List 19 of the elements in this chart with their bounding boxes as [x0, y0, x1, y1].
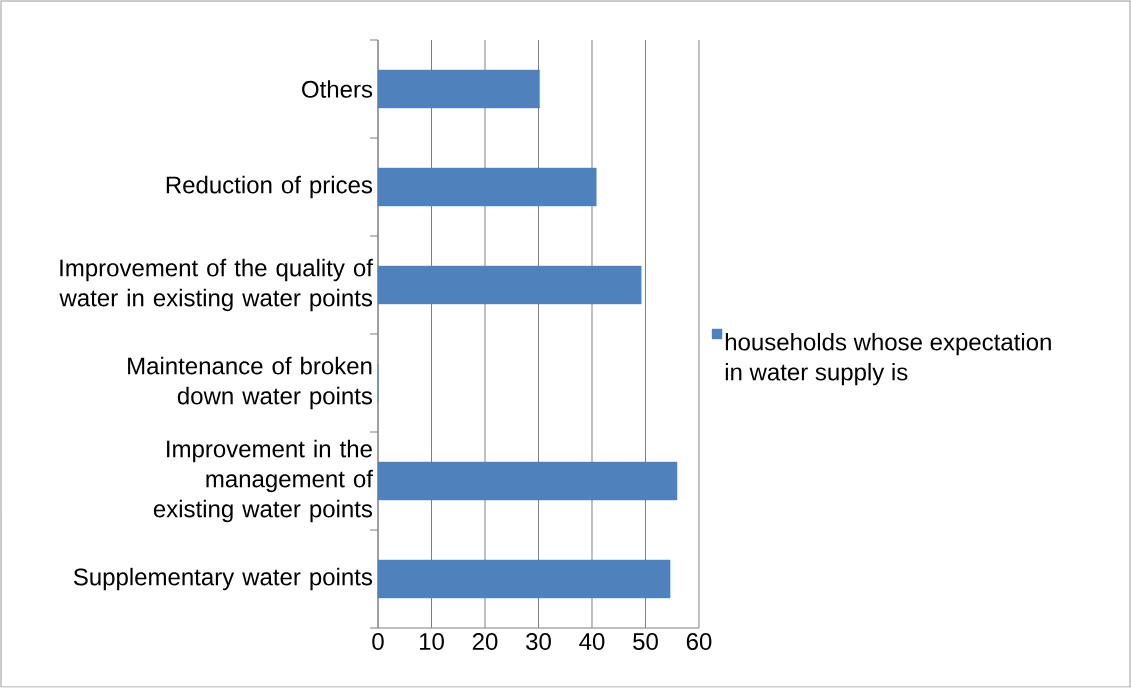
x-tick-label: 0 [372, 633, 384, 651]
x-tick-label: 10 [419, 633, 444, 651]
x-tick-label: 40 [579, 633, 605, 651]
legend-label: households whose expectation in water supply is [725, 332, 1051, 386]
y-tick-label: Others [302, 80, 373, 98]
bar [377, 69, 540, 109]
x-tick-label: 30 [526, 633, 551, 651]
x-tick-label: 20 [472, 633, 498, 651]
bar [377, 461, 678, 501]
y-tick-label: Supplementary water points [73, 567, 373, 591]
bar [377, 167, 597, 207]
y-tick-label: Maintenance of broken down water points [128, 356, 373, 410]
y-tick-label: Improvement in the management of existing water points [153, 439, 373, 523]
y-tick-label: Reduction of prices [166, 175, 373, 199]
x-tick-label: 60 [686, 633, 712, 651]
x-tick-label: 50 [633, 633, 658, 651]
bar [377, 265, 642, 305]
y-tick-label: Improvement of the quality of water in existing water points [59, 258, 373, 312]
bar [377, 559, 671, 599]
